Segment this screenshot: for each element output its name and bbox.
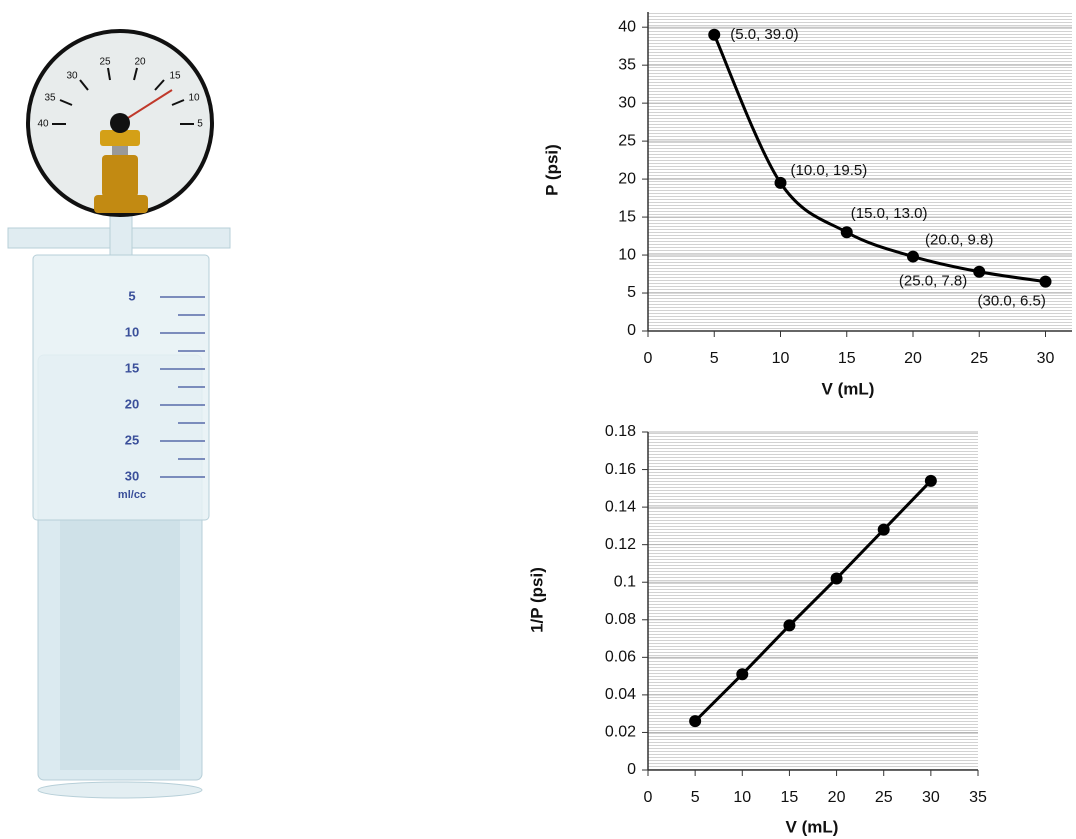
fitting <box>102 155 138 197</box>
x-tick-label: 20 <box>828 789 846 806</box>
plunger-inner <box>60 520 180 770</box>
x-tick-label: 30 <box>922 789 940 806</box>
syringe-label: 15 <box>125 360 139 375</box>
x-tick-label: 15 <box>781 789 799 806</box>
syringe-label: 30 <box>125 468 139 483</box>
needle <box>119 89 173 124</box>
syringe-ticks <box>160 296 205 478</box>
data-point <box>907 250 919 263</box>
data-label: (15.0, 13.0) <box>851 205 928 222</box>
x-tick-label: 20 <box>904 350 922 367</box>
gauge-label: 5 <box>197 119 203 130</box>
x-tick-label: 0 <box>644 789 653 806</box>
data-point <box>774 176 787 189</box>
syringe-illustration <box>7 29 231 799</box>
y-tick-label: 0 <box>627 761 636 778</box>
x-axis-label: V (mL) <box>822 379 875 398</box>
x-tick-label: 5 <box>710 350 719 367</box>
x-tick-label: 10 <box>772 350 790 367</box>
data-label: (10.0, 19.5) <box>791 162 868 179</box>
data-label: (20.0, 9.8) <box>925 232 993 249</box>
syringe-label: 25 <box>125 432 139 447</box>
plunger-base <box>37 781 203 799</box>
y-tick-label: 30 <box>618 94 636 111</box>
y-axis-label: 1/P (psi) <box>527 567 546 633</box>
gauge-label: 40 <box>37 119 49 130</box>
data-point <box>877 523 890 536</box>
gauge-label: 10 <box>188 93 200 104</box>
y-tick-label: 20 <box>618 170 636 187</box>
data-point <box>783 619 796 632</box>
data-point <box>840 226 853 239</box>
y-tick-label: 0 <box>627 322 636 339</box>
fitting <box>94 195 148 213</box>
data-point <box>1039 275 1052 288</box>
data-label: (30.0, 6.5) <box>978 293 1046 310</box>
syringe-label: 5 <box>128 288 135 303</box>
syringe-label: 10 <box>125 324 139 339</box>
x-tick-label: 0 <box>644 350 653 367</box>
x-tick-label: 10 <box>733 789 751 806</box>
gauge-label: 15 <box>169 71 181 82</box>
x-tick-label: 25 <box>970 350 988 367</box>
y-tick-label: 0.12 <box>605 536 636 553</box>
data-point <box>708 28 721 41</box>
x-tick-label: 30 <box>1037 350 1055 367</box>
y-tick-label: 10 <box>618 246 636 263</box>
y-tick-label: 5 <box>627 284 636 301</box>
data-label: (25.0, 7.8) <box>899 273 967 290</box>
data-point <box>736 668 749 681</box>
y-tick-label: 0.08 <box>605 611 636 628</box>
syringe-unit: ml/cc <box>118 489 146 501</box>
gauge-hub <box>110 113 130 133</box>
y-tick-label: 15 <box>618 208 636 225</box>
y-tick-label: 0.04 <box>605 686 636 703</box>
x-tick-label: 25 <box>875 789 893 806</box>
syringe-label: 20 <box>125 396 139 411</box>
data-label: (5.0, 39.0) <box>730 26 798 43</box>
y-tick-label: 0.16 <box>605 461 636 478</box>
y-tick-label: 40 <box>618 18 636 35</box>
gauge-label: 25 <box>99 57 111 68</box>
data-line <box>694 479 932 723</box>
x-tick-label: 5 <box>691 789 700 806</box>
gauge-label: 35 <box>44 93 56 104</box>
y-axis-label: P (psi) <box>542 144 561 196</box>
data-point <box>973 265 986 278</box>
data-point <box>689 715 702 728</box>
gauge-label: 30 <box>66 71 78 82</box>
nozzle <box>109 214 133 256</box>
gauge-label: 20 <box>134 57 146 68</box>
x-tick-label: 35 <box>969 789 987 806</box>
y-tick-label: 0.02 <box>605 724 636 741</box>
data-point <box>924 474 937 487</box>
fitting <box>100 130 140 146</box>
x-axis-label: V (mL) <box>786 817 839 836</box>
x-tick-label: 15 <box>838 350 856 367</box>
data-point <box>830 572 843 585</box>
gauge-ticks <box>52 67 194 125</box>
y-tick-label: 35 <box>618 56 636 73</box>
y-tick-label: 0.18 <box>605 423 636 440</box>
y-tick-label: 0.06 <box>605 649 636 666</box>
y-tick-label: 25 <box>618 132 636 149</box>
y-tick-label: 0.1 <box>614 573 636 590</box>
y-tick-label: 0.14 <box>605 498 636 515</box>
